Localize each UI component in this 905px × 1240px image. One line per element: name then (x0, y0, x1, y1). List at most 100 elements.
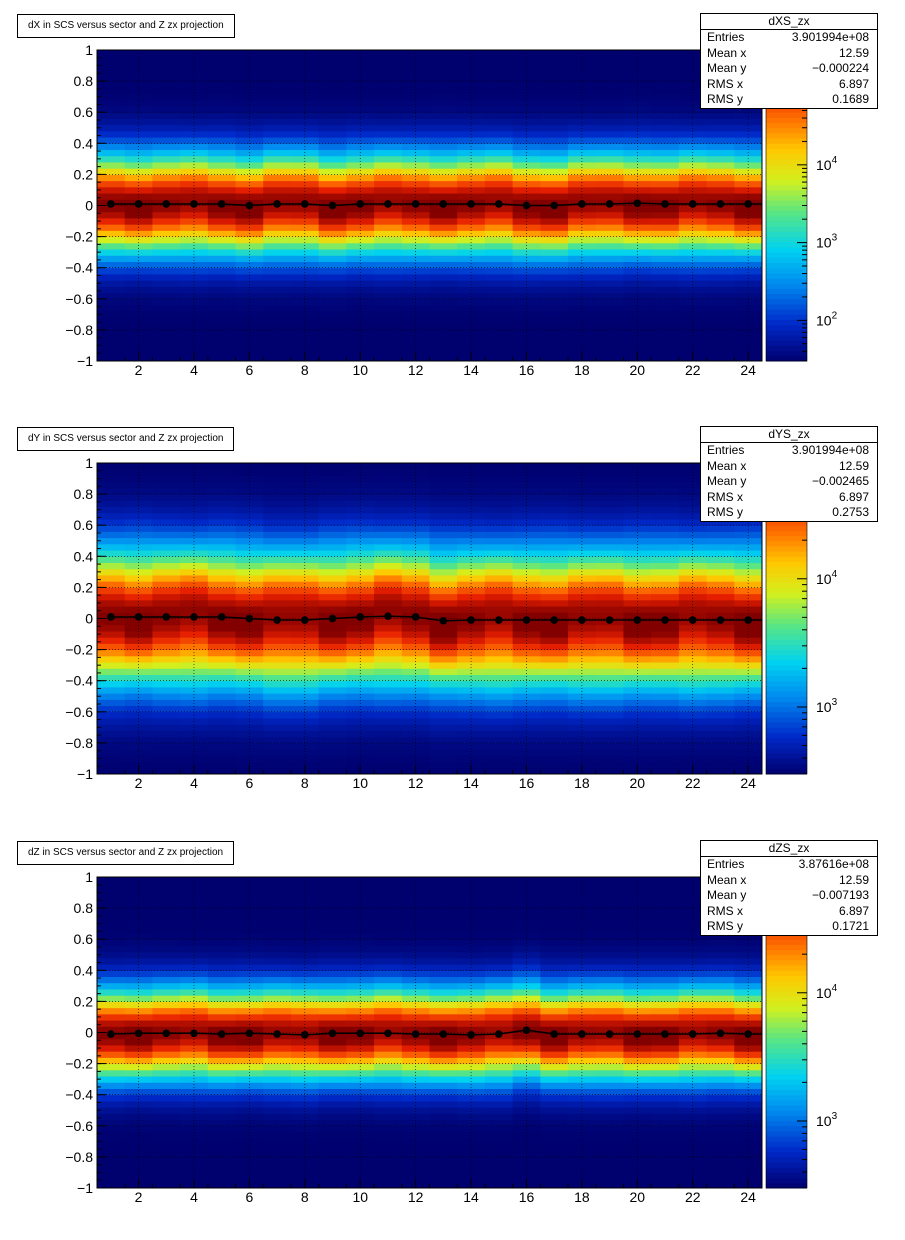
heatmap-cell (678, 988, 708, 996)
heatmap-cell (540, 680, 569, 688)
heatmap-cell (207, 1132, 237, 1139)
heatmap-cell (512, 105, 541, 113)
heatmap-cell (263, 161, 292, 169)
heatmap-cell (97, 186, 126, 194)
stats-row: RMS x 6.897 (701, 904, 877, 920)
heatmap-cell (290, 112, 320, 119)
heatmap-cell (484, 655, 514, 663)
heatmap-cell (290, 1013, 320, 1021)
heatmap-cell (318, 267, 347, 275)
heatmap-cell (374, 62, 403, 70)
heatmap-cell (484, 512, 514, 520)
y-tick-label: −0.6 (65, 291, 93, 307)
heatmap-cell (484, 211, 514, 219)
heatmap-cell (207, 901, 237, 909)
heatmap-cell (124, 1007, 153, 1015)
heatmap-cell (734, 249, 763, 256)
heatmap-cell (512, 481, 541, 489)
heatmap-cell (457, 587, 486, 595)
heatmap-cell (651, 305, 680, 312)
heatmap-cell (97, 988, 126, 996)
heatmap-cell (651, 982, 680, 990)
heatmap-cell (235, 749, 264, 756)
heatmap-cell (734, 680, 763, 688)
heatmap-cell (401, 329, 430, 337)
heatmap-cell (623, 587, 652, 595)
heatmap-cell (290, 518, 320, 526)
heatmap-cell (318, 1119, 347, 1127)
heatmap-cell (346, 593, 375, 601)
y-tick-label: 0.2 (74, 166, 94, 182)
heatmap-cell (97, 180, 126, 188)
heatmap-cell (263, 50, 292, 57)
x-tick-label: 18 (574, 775, 590, 791)
heatmap-cell (290, 995, 320, 1002)
heatmap-cell (706, 1113, 735, 1121)
heatmap-cell (595, 525, 624, 532)
heatmap-cell (678, 655, 708, 663)
heatmap-cell (263, 1001, 292, 1009)
heatmap-cell (429, 81, 458, 88)
heatmap-cell (318, 130, 347, 138)
heatmap-cell (623, 908, 652, 915)
heatmap-cell (540, 1169, 569, 1177)
stats-box: dZS_zx Entries 3.87616e+08 Mean x 12.59 Mean … (700, 840, 878, 936)
heatmap-cell (207, 637, 237, 644)
heatmap-cell (263, 305, 292, 312)
heatmap-cell (124, 599, 153, 607)
heatmap-cell (706, 224, 735, 231)
heatmap-cell (706, 951, 735, 959)
heatmap-cell (180, 500, 209, 508)
heatmap-cell (346, 945, 375, 953)
heatmap-cell (512, 680, 541, 688)
heatmap-cell (235, 988, 264, 996)
heatmap-cell (124, 161, 153, 169)
heatmap-cell (235, 155, 264, 163)
heatmap-cell (484, 945, 514, 953)
heatmap-cell (235, 1007, 264, 1015)
heatmap-cell (457, 686, 486, 694)
heatmap-cell (512, 1119, 541, 1127)
heatmap-cell (318, 889, 347, 897)
heatmap-cell (595, 693, 624, 700)
panel-3: 2 4 6 8 10 12 14 16 18 20 22 2410.80.60.40.20−0.2−0… (65, 869, 837, 1205)
heatmap-cell (374, 174, 403, 182)
heatmap-cell (346, 286, 375, 294)
heatmap-cell (97, 976, 126, 984)
heatmap-cell (346, 1076, 375, 1083)
heatmap-cell (374, 161, 403, 169)
heatmap-cell (595, 317, 624, 325)
stats-row: RMS x 6.897 (701, 77, 877, 93)
heatmap-cell (374, 1113, 403, 1121)
color-scale-bin (766, 1120, 807, 1127)
heatmap-cell (512, 1020, 541, 1027)
heatmap-cell (484, 749, 514, 756)
heatmap-cell (374, 988, 403, 996)
heatmap-cell (290, 1082, 320, 1089)
heatmap-cell (374, 50, 403, 57)
heatmap-cell (734, 705, 763, 713)
heatmap-cell (595, 951, 624, 959)
heatmap-cell (180, 736, 209, 744)
heatmap-cell (401, 932, 430, 940)
heatmap-cell (678, 155, 708, 163)
heatmap-cell (540, 93, 569, 101)
color-scale-bin (766, 597, 807, 604)
heatmap-cell (97, 105, 126, 113)
heatmap-cell (678, 699, 708, 707)
heatmap-cell (429, 674, 458, 682)
color-scale-bin (766, 748, 807, 754)
heatmap-cell (318, 736, 347, 744)
profile-point (217, 613, 226, 621)
heatmap-cell (651, 149, 680, 157)
profile-point (245, 1029, 254, 1038)
heatmap-cell (429, 995, 458, 1002)
heatmap-cell (152, 920, 181, 928)
y-tick-label: −0.6 (65, 1118, 93, 1134)
color-scale-bin (766, 205, 807, 212)
heatmap-cell (623, 1156, 652, 1164)
heatmap-cell (484, 506, 514, 514)
heatmap-cell (207, 292, 237, 300)
heatmap-cell (152, 500, 181, 508)
heatmap-cell (401, 599, 430, 607)
